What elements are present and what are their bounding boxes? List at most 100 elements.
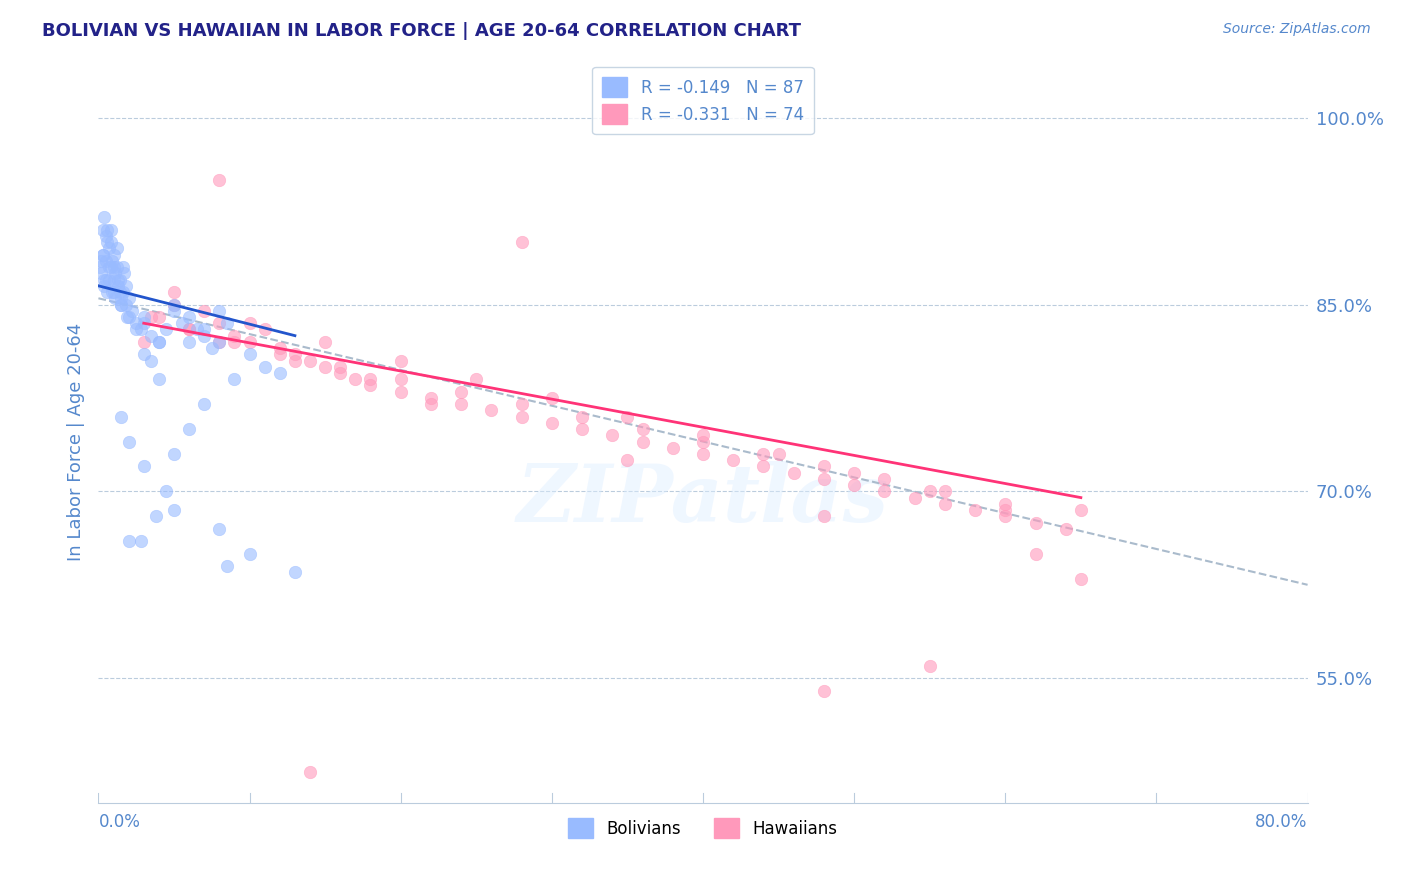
Point bbox=[148, 372, 170, 386]
Point bbox=[329, 359, 352, 374]
Text: BOLIVIAN VS HAWAIIAN IN LABOR FORCE | AGE 20-64 CORRELATION CHART: BOLIVIAN VS HAWAIIAN IN LABOR FORCE | AG… bbox=[42, 22, 801, 40]
Point bbox=[155, 322, 177, 336]
Point bbox=[101, 285, 124, 299]
Point bbox=[125, 316, 148, 330]
Point bbox=[114, 297, 136, 311]
Point bbox=[90, 266, 112, 280]
Point bbox=[269, 341, 291, 355]
Point bbox=[105, 260, 128, 274]
Y-axis label: In Labor Force | Age 20-64: In Labor Force | Age 20-64 bbox=[66, 322, 84, 561]
Point bbox=[571, 409, 593, 424]
Point bbox=[163, 503, 186, 517]
Point bbox=[616, 409, 638, 424]
Point bbox=[91, 248, 114, 262]
Point bbox=[481, 403, 503, 417]
Point bbox=[98, 242, 121, 256]
Point bbox=[904, 491, 927, 505]
Point bbox=[93, 278, 115, 293]
Point bbox=[94, 272, 117, 286]
Point bbox=[540, 416, 562, 430]
Point bbox=[141, 353, 163, 368]
Point bbox=[179, 334, 201, 349]
Point bbox=[129, 322, 152, 336]
Point bbox=[132, 334, 155, 349]
Point bbox=[103, 260, 125, 274]
Point bbox=[208, 334, 231, 349]
Point bbox=[155, 484, 177, 499]
Point bbox=[110, 409, 132, 424]
Point bbox=[299, 764, 322, 779]
Point bbox=[616, 453, 638, 467]
Point bbox=[208, 316, 231, 330]
Point bbox=[813, 509, 835, 524]
Point bbox=[873, 472, 896, 486]
Point bbox=[121, 303, 143, 318]
Point bbox=[420, 391, 443, 405]
Point bbox=[132, 347, 155, 361]
Point bbox=[148, 334, 170, 349]
Point bbox=[186, 322, 208, 336]
Point bbox=[420, 397, 443, 411]
Point bbox=[602, 428, 624, 442]
Point bbox=[510, 409, 533, 424]
Point bbox=[768, 447, 790, 461]
Point bbox=[193, 322, 215, 336]
Point bbox=[692, 447, 714, 461]
Point bbox=[918, 484, 941, 499]
Text: 0.0%: 0.0% bbox=[98, 813, 141, 830]
Point bbox=[107, 272, 129, 286]
Point bbox=[994, 497, 1017, 511]
Point bbox=[179, 310, 201, 324]
Point bbox=[118, 291, 141, 305]
Point bbox=[96, 235, 118, 250]
Point bbox=[1070, 503, 1092, 517]
Point bbox=[284, 347, 307, 361]
Point bbox=[269, 366, 291, 380]
Point bbox=[91, 248, 114, 262]
Point bbox=[105, 242, 128, 256]
Point bbox=[783, 466, 806, 480]
Point bbox=[108, 285, 131, 299]
Point bbox=[90, 253, 112, 268]
Point bbox=[994, 503, 1017, 517]
Point bbox=[114, 278, 136, 293]
Point bbox=[132, 310, 155, 324]
Point bbox=[132, 459, 155, 474]
Point bbox=[253, 322, 276, 336]
Point bbox=[98, 260, 121, 274]
Point bbox=[111, 285, 134, 299]
Point bbox=[661, 441, 683, 455]
Point bbox=[118, 434, 141, 449]
Point bbox=[215, 559, 238, 574]
Point bbox=[103, 248, 125, 262]
Text: 80.0%: 80.0% bbox=[1256, 813, 1308, 830]
Point bbox=[110, 291, 132, 305]
Point bbox=[103, 272, 125, 286]
Point bbox=[631, 434, 654, 449]
Point bbox=[239, 347, 262, 361]
Point bbox=[118, 310, 141, 324]
Point bbox=[163, 297, 186, 311]
Point bbox=[813, 459, 835, 474]
Point bbox=[540, 391, 562, 405]
Point bbox=[141, 310, 163, 324]
Point bbox=[329, 366, 352, 380]
Point bbox=[239, 547, 262, 561]
Point bbox=[100, 260, 122, 274]
Point bbox=[389, 384, 412, 399]
Point bbox=[723, 453, 745, 467]
Point bbox=[344, 372, 367, 386]
Point bbox=[965, 503, 987, 517]
Point bbox=[269, 347, 291, 361]
Point bbox=[125, 322, 148, 336]
Point bbox=[631, 422, 654, 436]
Point bbox=[163, 447, 186, 461]
Point bbox=[98, 272, 121, 286]
Point bbox=[510, 235, 533, 250]
Point bbox=[100, 235, 122, 250]
Point bbox=[208, 303, 231, 318]
Point bbox=[101, 253, 124, 268]
Point bbox=[389, 353, 412, 368]
Legend: Bolivians, Hawaiians: Bolivians, Hawaiians bbox=[561, 812, 845, 845]
Point bbox=[163, 285, 186, 299]
